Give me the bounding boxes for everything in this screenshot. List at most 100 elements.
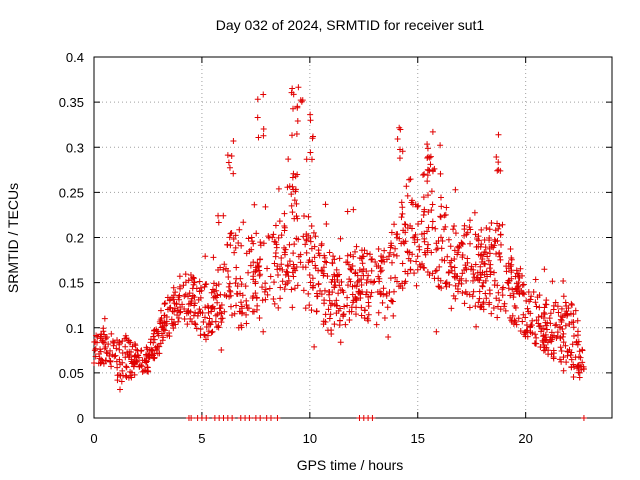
data-point [451,247,458,254]
data-point [318,240,325,247]
data-point [443,204,450,211]
data-point [257,415,264,421]
data-point [408,199,415,206]
data-point [367,251,374,258]
data-point [288,191,295,198]
data-point [315,280,322,287]
data-point [426,272,433,279]
data-point [477,263,484,270]
data-point [399,285,406,292]
data-point [398,199,405,206]
data-point [580,365,587,372]
data-point [161,300,168,307]
data-point [480,279,487,286]
data-point [211,305,218,312]
data-point [294,171,301,178]
data-point [560,354,567,361]
data-point [327,302,334,309]
data-point [550,332,557,339]
data-point [454,251,461,258]
data-point [524,305,531,312]
data-point [254,259,261,266]
data-point [100,360,107,367]
data-point [552,299,559,306]
data-point [218,302,225,309]
data-point [274,415,281,421]
data-point [340,313,347,320]
data-point [346,276,353,283]
data-point [541,304,548,311]
data-point [433,328,440,335]
data-point [344,259,351,266]
data-point [170,284,177,291]
data-point [425,224,432,231]
data-point [276,218,283,225]
data-point [550,355,557,362]
data-point [333,297,340,304]
data-point [470,288,477,295]
x-axis-label: GPS time / hours [297,457,404,473]
data-point [335,290,342,297]
data-point [380,254,387,261]
data-point [392,245,399,252]
data-point [374,289,381,296]
data-point [484,253,491,260]
data-point [532,299,539,306]
data-point [549,278,556,285]
data-point [197,332,204,339]
data-point [322,311,329,318]
data-point [344,302,351,309]
data-point [533,340,540,347]
data-point [260,125,267,132]
data-point [424,192,431,199]
data-point [378,258,385,265]
data-point [281,286,288,293]
data-points [91,84,587,421]
data-point [275,304,282,311]
data-point [172,289,179,296]
data-point [496,253,503,260]
data-point [290,273,297,280]
data-point [424,268,431,275]
data-point [137,362,144,369]
data-point [375,246,382,253]
data-point [541,266,548,273]
data-point [395,283,402,290]
data-point [536,292,543,299]
data-point [144,364,151,371]
data-point [376,275,383,282]
data-point [202,336,209,343]
data-point [98,356,105,363]
data-point [229,415,236,421]
data-point [150,330,157,337]
y-tick-label: 0.15 [59,276,84,291]
data-point [363,279,370,286]
data-point [443,283,450,290]
y-tick-label: 0.1 [66,321,84,336]
data-point [294,282,301,289]
data-point [535,313,542,320]
data-point [563,303,570,310]
data-point [420,212,427,219]
data-point [464,255,471,262]
data-point [568,300,575,307]
data-point [517,328,524,335]
data-point [507,245,514,252]
data-point [185,301,192,308]
y-tick-label: 0.25 [59,185,84,200]
data-point [570,311,577,318]
data-point [429,218,436,225]
y-tick-label: 0.2 [66,231,84,246]
data-point [275,185,282,192]
data-point [579,359,586,366]
data-point [368,256,375,263]
data-point [204,332,211,339]
data-point [568,356,575,363]
data-point [298,98,305,105]
data-point [102,333,109,340]
data-point [496,297,503,304]
data-point [386,289,393,296]
data-point [312,265,319,272]
data-point [402,221,409,228]
data-point [308,307,315,314]
